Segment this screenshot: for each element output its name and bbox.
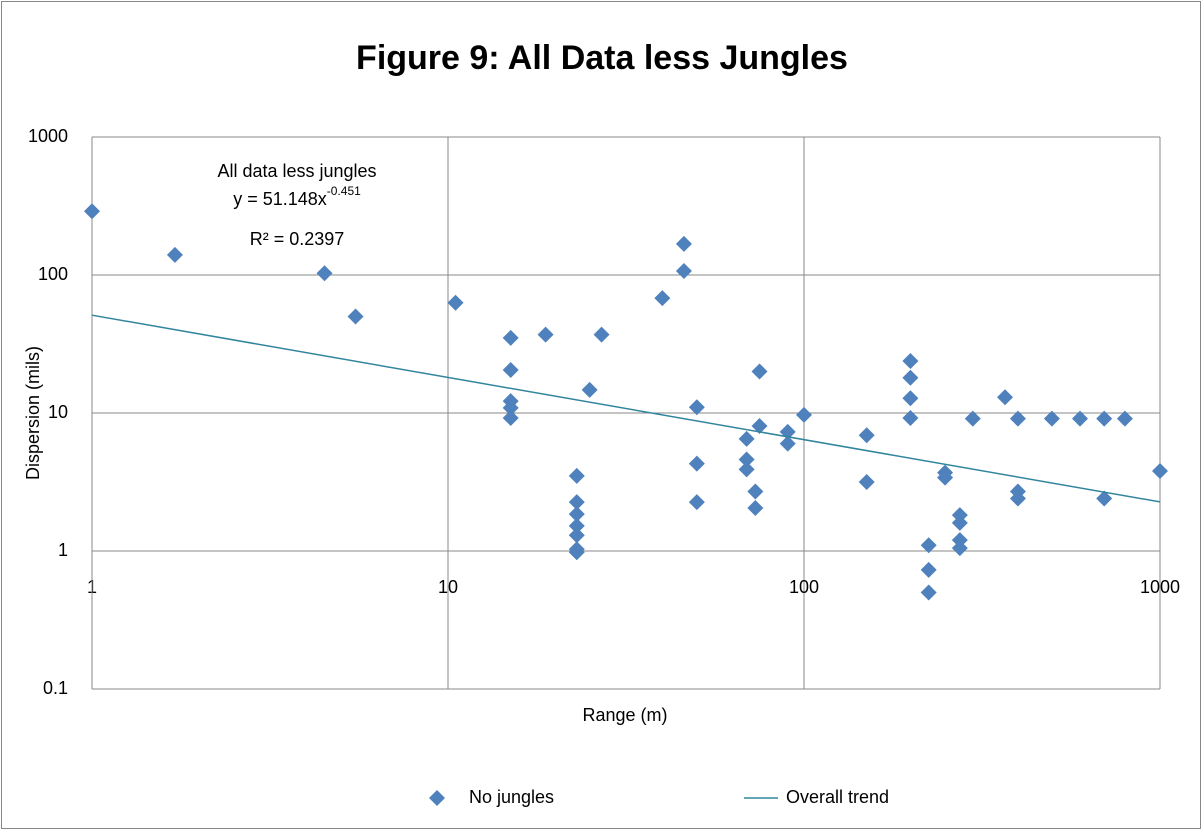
data-point bbox=[1071, 410, 1088, 427]
data-point bbox=[920, 537, 937, 554]
data-point bbox=[84, 203, 100, 220]
data-point bbox=[1152, 462, 1168, 479]
y-tick-label: 1 bbox=[58, 540, 68, 560]
data-point bbox=[1009, 490, 1026, 507]
data-point bbox=[920, 584, 937, 601]
data-point bbox=[537, 326, 554, 343]
legend-label: Overall trend bbox=[786, 787, 889, 807]
data-point bbox=[593, 326, 610, 343]
annotation-superscript: -0.451 bbox=[327, 184, 361, 198]
y-axis-label: Dispersion (mils) bbox=[23, 346, 43, 480]
data-point bbox=[502, 361, 519, 378]
legend-marker bbox=[429, 790, 445, 806]
data-point bbox=[502, 409, 519, 426]
data-point bbox=[751, 418, 768, 435]
data-point bbox=[902, 353, 919, 370]
x-axis-label: Range (m) bbox=[582, 705, 667, 725]
data-point bbox=[779, 435, 796, 452]
data-point bbox=[997, 389, 1014, 406]
data-point bbox=[858, 474, 875, 491]
data-point bbox=[581, 381, 598, 398]
annotation-text: y = 51.148x bbox=[233, 189, 327, 209]
data-point bbox=[1096, 490, 1113, 507]
data-point bbox=[166, 246, 183, 263]
data-point bbox=[568, 506, 585, 523]
data-point bbox=[920, 561, 937, 578]
data-point bbox=[747, 483, 764, 500]
data-point bbox=[675, 235, 692, 252]
data-point bbox=[964, 410, 981, 427]
y-tick-label: 1000 bbox=[28, 126, 68, 146]
x-tick-label: 1000 bbox=[1140, 577, 1180, 597]
data-point bbox=[447, 294, 464, 311]
y-tick-label: 10 bbox=[48, 402, 68, 422]
y-tick-label: 0.1 bbox=[43, 678, 68, 698]
x-tick-label: 100 bbox=[789, 577, 819, 597]
x-tick-label: 10 bbox=[438, 577, 458, 597]
data-point bbox=[654, 290, 671, 307]
trend-line bbox=[91, 314, 1161, 503]
data-point bbox=[951, 532, 968, 549]
data-point bbox=[502, 329, 519, 346]
data-point bbox=[951, 540, 968, 557]
data-point bbox=[738, 430, 755, 447]
data-point bbox=[568, 517, 585, 534]
data-point bbox=[688, 399, 705, 416]
annotation-text: All data less jungles bbox=[217, 161, 376, 181]
annotation: R² = 0.2397 bbox=[250, 229, 345, 249]
data-point bbox=[347, 308, 364, 325]
data-point bbox=[738, 461, 755, 478]
data-point bbox=[796, 406, 812, 423]
data-point bbox=[502, 399, 519, 416]
legend-label: No jungles bbox=[469, 787, 554, 807]
data-point bbox=[1116, 410, 1133, 427]
data-point bbox=[738, 451, 755, 468]
data-point bbox=[688, 455, 705, 472]
data-point bbox=[1043, 410, 1060, 427]
data-point bbox=[688, 494, 705, 511]
annotation: All data less jungles bbox=[217, 161, 376, 181]
data-point bbox=[568, 467, 585, 484]
data-point bbox=[675, 262, 692, 279]
data-point bbox=[902, 409, 919, 426]
data-point bbox=[568, 544, 585, 561]
y-tick-label: 100 bbox=[38, 264, 68, 284]
annotation: y = 51.148x-0.451 bbox=[233, 184, 361, 209]
data-point bbox=[1096, 410, 1113, 427]
data-point bbox=[568, 494, 585, 511]
data-point bbox=[937, 469, 954, 486]
data-point bbox=[568, 527, 585, 544]
annotation-text: R² = 0.2397 bbox=[250, 229, 345, 249]
data-point bbox=[951, 514, 968, 531]
data-point bbox=[858, 427, 875, 444]
data-point bbox=[316, 265, 333, 282]
data-point bbox=[747, 499, 764, 516]
chart-title: Figure 9: All Data less Jungles bbox=[356, 39, 848, 77]
data-point bbox=[902, 390, 919, 407]
data-point bbox=[902, 369, 919, 386]
data-point bbox=[1009, 410, 1026, 427]
data-point bbox=[751, 363, 768, 380]
